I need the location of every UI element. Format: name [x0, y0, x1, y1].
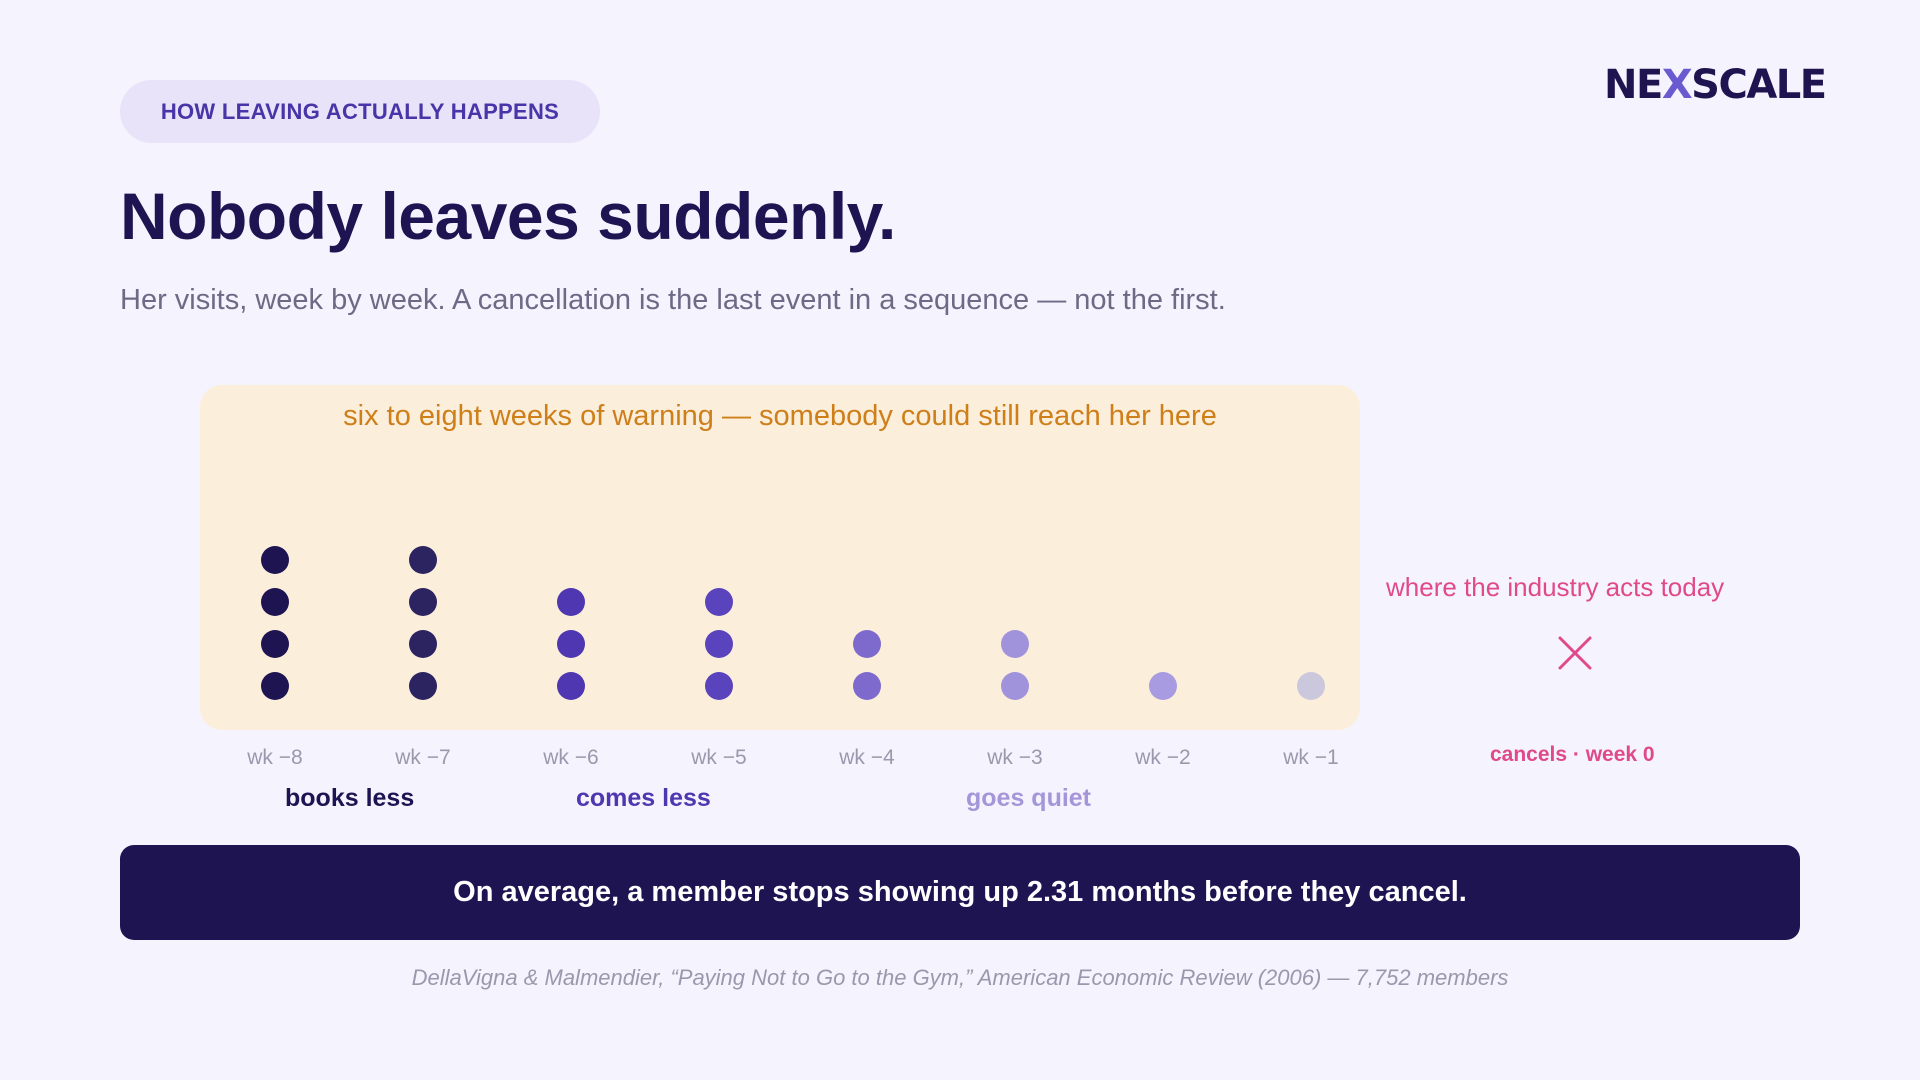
phase-label-goes-quiet: goes quiet — [966, 784, 1092, 812]
key-finding-banner: On average, a member stops showing up 2.… — [120, 845, 1800, 940]
visit-dot — [261, 588, 289, 616]
logo-text-x: X — [1661, 62, 1693, 108]
logo-text-left: NE — [1604, 62, 1663, 108]
week-tick-label: wk −5 — [690, 746, 746, 769]
visit-dot — [409, 672, 437, 700]
visit-dot — [409, 588, 437, 616]
week-tick-label: wk −2 — [1134, 746, 1190, 769]
visit-dot — [1149, 672, 1177, 700]
brand-logo: NEXSCALE — [1604, 62, 1827, 108]
week-tick-label: wk −7 — [394, 746, 450, 769]
week-tick-label: wk −1 — [1282, 746, 1338, 769]
cancel-week-label: cancels · week 0 — [1490, 743, 1655, 766]
visit-dot — [705, 672, 733, 700]
visit-dot — [1001, 630, 1029, 658]
visit-dot — [1001, 672, 1029, 700]
section-eyebrow: HOW LEAVING ACTUALLY HAPPENS — [120, 80, 600, 143]
visit-dot — [557, 630, 585, 658]
source-citation: DellaVigna & Malmendier, “Paying Not to … — [411, 965, 1509, 990]
visit-dot — [557, 672, 585, 700]
visit-dot — [853, 672, 881, 700]
visit-dot — [261, 672, 289, 700]
week-tick-label: wk −8 — [246, 746, 302, 769]
logo-text-right: SCALE — [1691, 62, 1827, 108]
industry-acts-label: where the industry acts today — [1386, 572, 1725, 602]
visit-dot — [261, 630, 289, 658]
phase-label-comes-less: comes less — [576, 784, 711, 812]
visit-dot — [261, 546, 289, 574]
cancel-x-icon — [1558, 636, 1592, 670]
visit-dot — [1297, 672, 1325, 700]
visit-dot — [409, 546, 437, 574]
visit-dot — [409, 630, 437, 658]
visit-dot — [853, 630, 881, 658]
page-title: Nobody leaves suddenly. — [120, 179, 896, 253]
visit-dot — [705, 630, 733, 658]
week-tick-label: wk −4 — [838, 746, 895, 769]
phase-label-books-less: books less — [285, 784, 415, 812]
visit-dot — [557, 588, 585, 616]
week-tick-label: wk −3 — [986, 746, 1042, 769]
warning-region-label: six to eight weeks of warning — somebody… — [343, 400, 1217, 432]
visit-dot — [705, 588, 733, 616]
page-subtitle: Her visits, week by week. A cancellation… — [120, 284, 1226, 316]
week-tick-label: wk −6 — [542, 746, 598, 769]
